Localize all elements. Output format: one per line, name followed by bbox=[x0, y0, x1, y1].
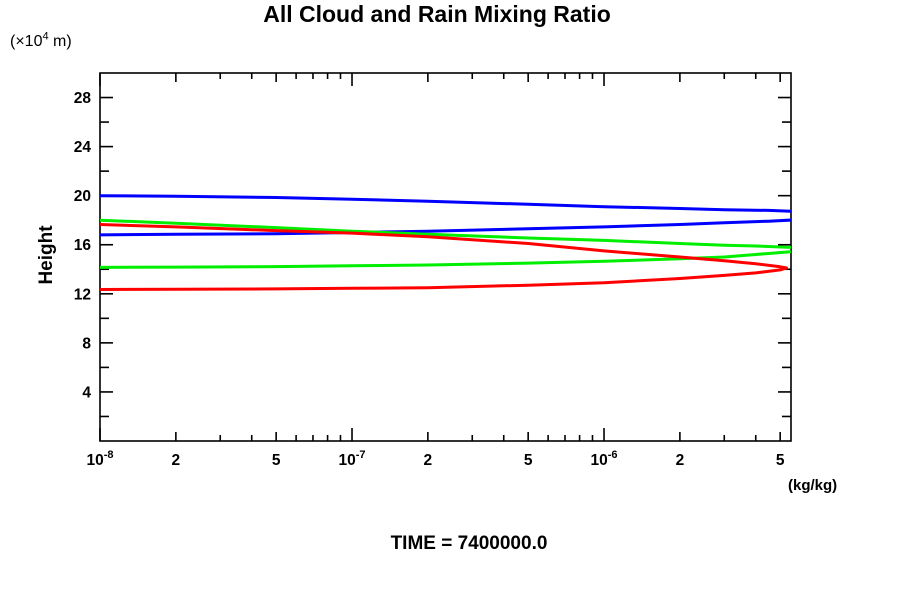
x-tick-label: 10-6 bbox=[591, 449, 618, 469]
x-tick-label: 10-8 bbox=[86, 449, 113, 469]
y-unit-exponent: 4 bbox=[42, 31, 49, 43]
x-tick-label: 5 bbox=[524, 452, 533, 469]
y-tick-label: 16 bbox=[74, 237, 92, 254]
y-tick-label: 20 bbox=[74, 188, 91, 205]
x-tick-label: 2 bbox=[676, 452, 685, 469]
x-tick-label: 2 bbox=[424, 452, 433, 469]
y-tick-label: 12 bbox=[74, 286, 91, 303]
x-tick-label: 2 bbox=[172, 452, 181, 469]
y-axis-unit-label: (×104 m) bbox=[10, 31, 72, 51]
y-tick-label: 24 bbox=[74, 139, 92, 156]
y-tick-label: 8 bbox=[82, 335, 91, 352]
x-tick-label: 10-7 bbox=[338, 449, 365, 469]
curve-red-profile bbox=[100, 223, 788, 291]
time-caption: TIME = 7400000.0 bbox=[390, 533, 548, 554]
x-tick-label: 5 bbox=[776, 452, 785, 469]
x-tick-label: 5 bbox=[272, 452, 281, 469]
chart-title: All Cloud and Rain Mixing Ratio bbox=[263, 1, 611, 27]
y-tick-label: 4 bbox=[82, 384, 91, 401]
x-axis-unit-label: (kg/kg) bbox=[788, 477, 838, 494]
curve-blue-profile bbox=[100, 194, 791, 237]
plot-frame bbox=[99, 72, 792, 442]
y-tick-label: 28 bbox=[74, 90, 92, 107]
curve-green-profile bbox=[100, 218, 791, 269]
y-axis-title: Height bbox=[36, 225, 57, 285]
